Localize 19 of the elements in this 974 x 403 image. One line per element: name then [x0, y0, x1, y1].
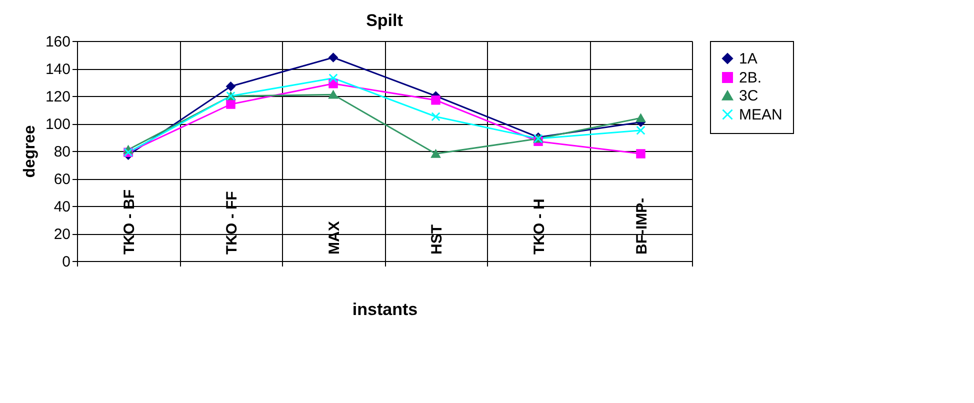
- x-tick-label: HST: [428, 224, 446, 254]
- legend-label: 3C: [739, 88, 758, 104]
- y-tick-label: 20: [54, 226, 70, 243]
- y-tick-label: 140: [45, 61, 70, 78]
- y-tick-label: 80: [54, 144, 70, 160]
- y-tick-label: 160: [45, 34, 70, 50]
- legend-label: MEAN: [739, 106, 782, 124]
- y-tick-label: 40: [54, 198, 70, 216]
- y-tick-label: 60: [54, 171, 70, 188]
- x-axis-title: instants: [352, 300, 418, 319]
- y-tick-label: 120: [45, 88, 70, 106]
- y-tick-label: 100: [45, 116, 70, 133]
- chart-title: Spilt: [366, 11, 404, 30]
- y-tick-label: 0: [62, 254, 70, 270]
- legend-label: 1A: [739, 50, 758, 68]
- y-axis-title: degree: [21, 125, 38, 178]
- x-tick-label: MAX: [326, 221, 343, 254]
- legend-label: 2B.: [739, 70, 762, 86]
- x-tick-label: BF-IMP-: [633, 198, 650, 254]
